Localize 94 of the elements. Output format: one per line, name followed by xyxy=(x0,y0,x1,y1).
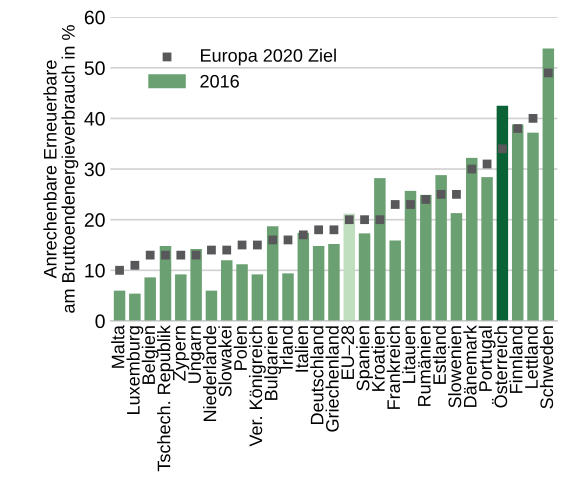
point xyxy=(161,250,170,260)
bar xyxy=(144,277,156,321)
x-tick-label: Schweden xyxy=(540,326,554,409)
point xyxy=(482,160,492,168)
bar xyxy=(328,244,340,321)
y-tick-label: 0 xyxy=(95,314,105,328)
bar xyxy=(266,226,278,321)
x-tick-label: Litauen xyxy=(402,326,416,383)
point xyxy=(115,266,124,275)
point xyxy=(284,236,292,244)
bar xyxy=(298,232,310,321)
x-tick-label: Luxemburg xyxy=(126,326,144,414)
x-tick-label: Estland xyxy=(432,326,446,384)
bar xyxy=(389,240,401,321)
point xyxy=(268,236,278,244)
bar xyxy=(542,48,554,321)
bar xyxy=(435,175,447,321)
point xyxy=(452,190,461,199)
bar xyxy=(466,158,478,321)
legend-label: Europa 2020 Ziel xyxy=(201,48,336,66)
bar xyxy=(236,264,248,321)
bar xyxy=(358,233,370,321)
point xyxy=(436,190,446,199)
point xyxy=(513,124,522,133)
y-tick-label: 20 xyxy=(84,213,105,227)
x-tick-label: Spanien xyxy=(356,326,373,391)
x-tick-label: Ver. Königreich xyxy=(248,326,266,446)
point xyxy=(314,225,324,234)
x-tick-label: Malta xyxy=(111,325,124,368)
x-tick-label: Slowakei xyxy=(218,326,232,397)
point xyxy=(375,215,384,224)
x-tick-label: Kroatien xyxy=(371,326,385,391)
y-axis-title: Anrechenbare Erneuerbare am Bruttoendenergieverbrauch in % xyxy=(43,25,78,313)
x-tick-label: Slowenien xyxy=(448,326,462,408)
point xyxy=(207,246,216,254)
point xyxy=(528,114,538,123)
point xyxy=(467,164,476,174)
x-tick-label: Frankreich xyxy=(386,326,400,409)
bar xyxy=(312,246,324,321)
bar xyxy=(404,190,416,321)
bar xyxy=(282,273,294,321)
bar xyxy=(496,106,508,321)
y-tick-label: 30 xyxy=(84,162,105,176)
x-tick-label: Italien xyxy=(294,326,308,372)
x-tick-label: Deutschland xyxy=(310,326,324,424)
point xyxy=(238,240,246,250)
bar xyxy=(206,290,218,321)
point xyxy=(192,250,201,260)
legend-label: 2016 xyxy=(200,74,239,88)
x-tick-label: Finnland xyxy=(509,326,523,393)
x-tick-label: Tschech. Republik xyxy=(157,325,174,472)
point xyxy=(544,68,553,78)
point xyxy=(176,250,186,260)
bar xyxy=(252,274,264,321)
x-tick-label: Griechenland xyxy=(326,326,339,432)
point xyxy=(498,144,507,154)
point xyxy=(360,215,369,224)
x-tick-label: Irland xyxy=(280,326,293,369)
x-tick-label: Polen xyxy=(234,326,247,370)
y-tick-label: 60 xyxy=(84,10,105,24)
bar xyxy=(527,132,539,321)
bar xyxy=(114,290,126,321)
x-tick-label: Lettland xyxy=(524,326,538,388)
bar xyxy=(129,294,141,321)
point xyxy=(130,260,140,270)
y-tick-label: 40 xyxy=(84,112,105,126)
x-tick-label: Bulgarien xyxy=(264,326,282,400)
x-tick-label: Ungarn xyxy=(188,326,205,383)
x-tick-label: Belgien xyxy=(142,326,159,384)
y-tick-label: 10 xyxy=(85,264,105,278)
bar xyxy=(175,274,187,321)
x-tick-label: EU–28 xyxy=(341,326,354,379)
x-tick-label: Zypern xyxy=(173,326,190,381)
bar xyxy=(512,124,524,321)
point xyxy=(344,215,354,224)
x-tick-label: Niederlande xyxy=(203,326,216,421)
bar xyxy=(344,214,355,321)
y-tick-label: 50 xyxy=(84,61,105,76)
x-tick-label: Dänemark xyxy=(463,325,477,407)
point xyxy=(298,230,308,240)
bar xyxy=(190,249,202,321)
point xyxy=(146,250,155,260)
bar xyxy=(221,260,232,321)
point xyxy=(222,246,232,254)
bar xyxy=(481,177,493,321)
point xyxy=(421,195,430,204)
x-tick-label: Rumänien xyxy=(417,326,431,406)
bar xyxy=(420,194,432,321)
bar xyxy=(450,213,462,321)
point xyxy=(406,200,415,209)
point xyxy=(390,200,400,209)
bar xyxy=(374,178,386,321)
point xyxy=(252,240,262,250)
point xyxy=(330,225,338,234)
